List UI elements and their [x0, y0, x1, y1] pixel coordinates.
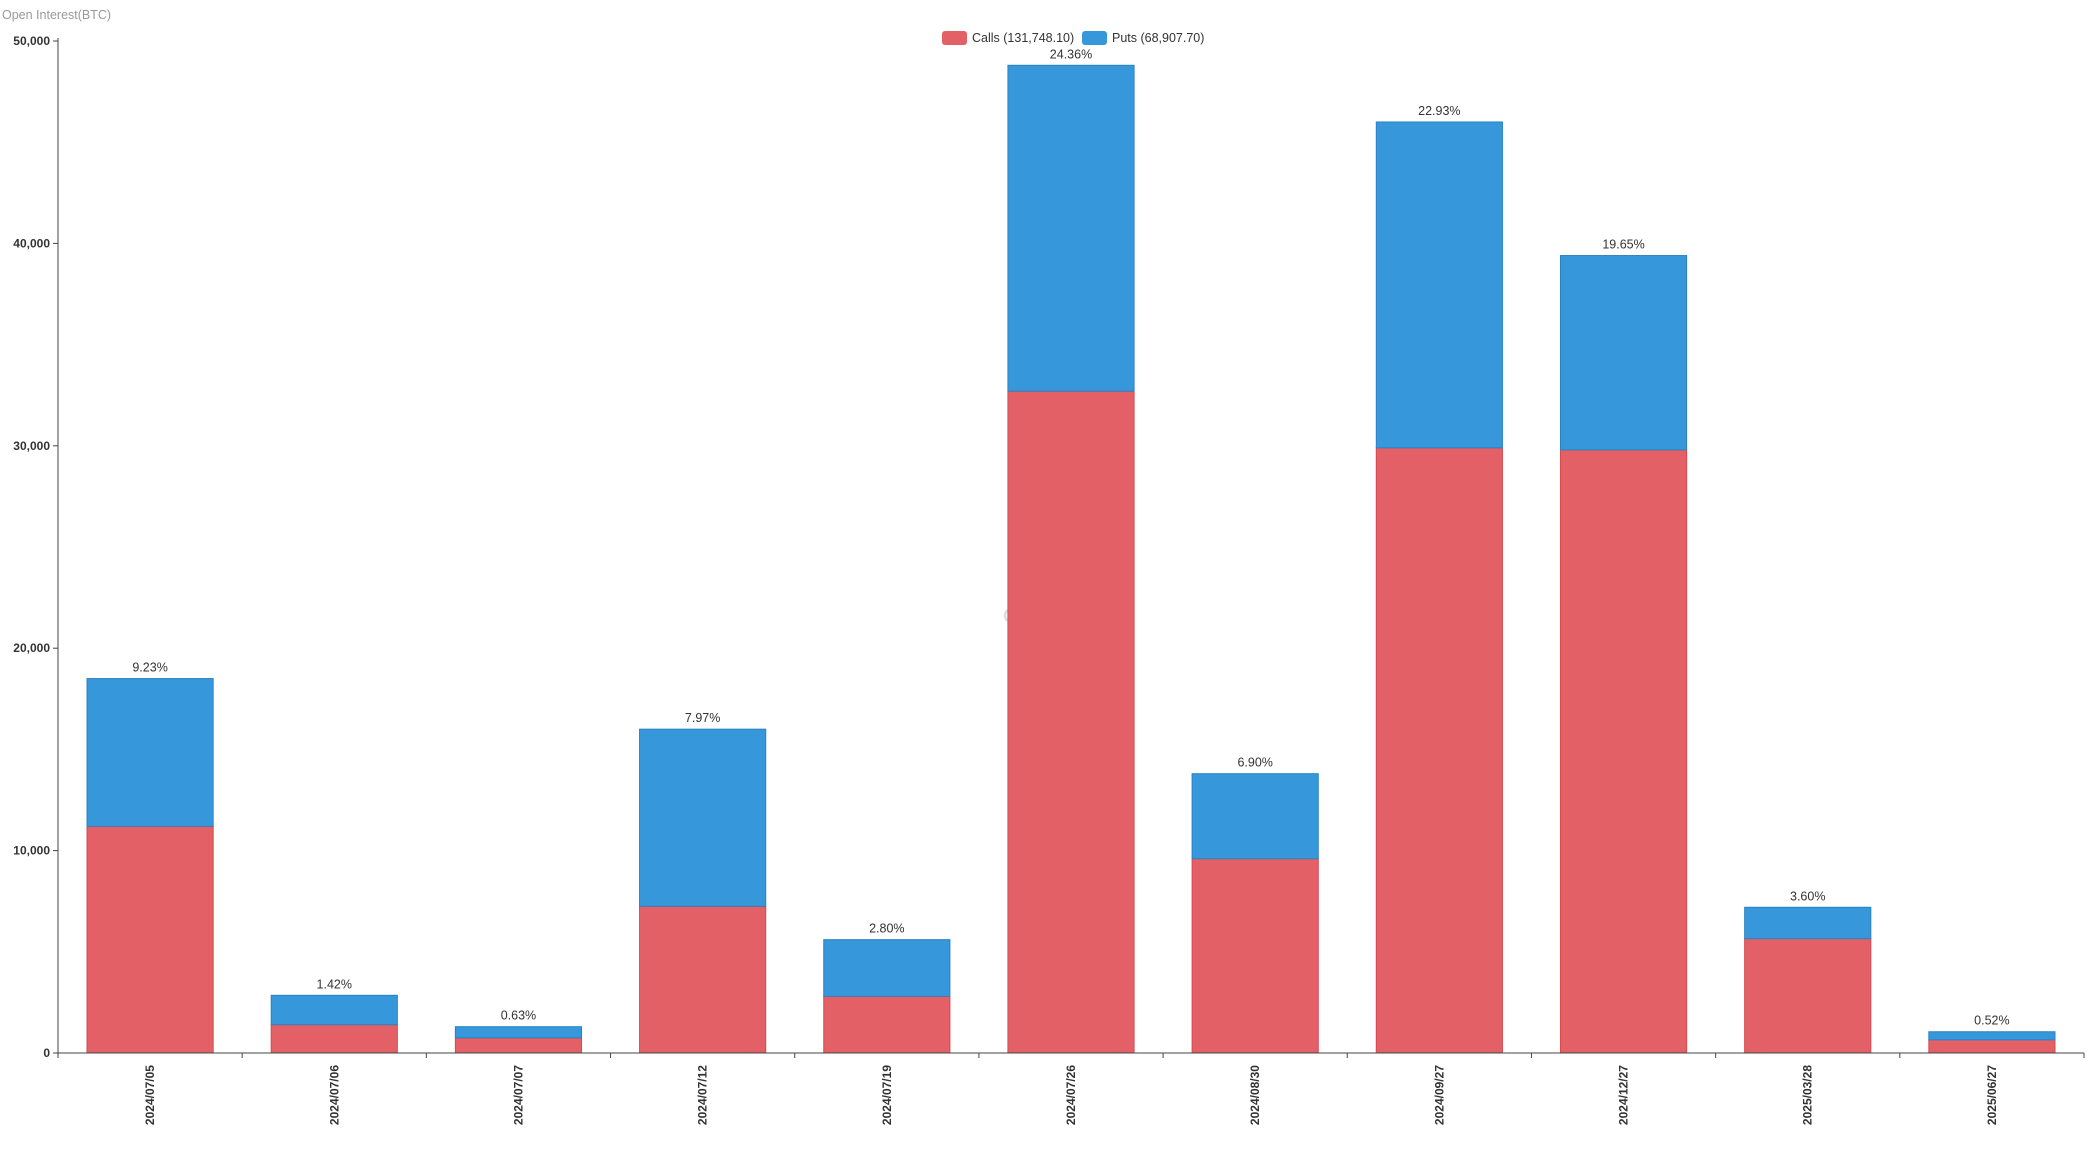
axes: 0 10,000 20,000 30,000 40,000 50,000 Open Inte… — [2, 8, 2085, 1125]
data-label: 24.36% — [1050, 47, 1092, 61]
calls-bar[interactable] — [86, 825, 214, 1054]
y-axis-title: Open Interest(BTC) — [2, 8, 111, 22]
legend-label: Calls (131,748.10) — [972, 31, 1074, 45]
puts-bar[interactable] — [1559, 255, 1688, 451]
y-tick-label: 0 — [43, 1046, 50, 1060]
legend-item-calls[interactable]: Calls (131,748.10) — [942, 31, 1074, 45]
legend-item-puts[interactable]: Puts (68,907.70) — [1082, 31, 1204, 45]
x-tick-label: 2024/07/26 — [1064, 1065, 1078, 1125]
x-tick-label: 2024/12/27 — [1617, 1065, 1631, 1125]
data-label: 1.42% — [317, 977, 352, 991]
data-label: 3.60% — [1790, 889, 1825, 903]
y-tick-label: 40,000 — [13, 236, 50, 250]
data-label: 2.80% — [869, 922, 904, 936]
x-tick-label: 2024/07/19 — [880, 1065, 894, 1125]
x-tick-label: 2025/03/28 — [1801, 1065, 1815, 1125]
calls-bar[interactable] — [1928, 1039, 2056, 1054]
x-tick-label: 2024/07/07 — [511, 1065, 525, 1125]
legend-swatch — [942, 31, 967, 45]
puts-bar[interactable] — [1928, 1031, 2056, 1041]
data-label: 6.90% — [1237, 756, 1272, 770]
y-tick-label: 20,000 — [13, 641, 50, 655]
data-label: 22.93% — [1418, 104, 1460, 118]
y-tick-label: 10,000 — [13, 844, 50, 858]
calls-bar[interactable] — [1007, 390, 1135, 1054]
puts-bar[interactable] — [1007, 64, 1135, 392]
data-label: 19.65% — [1602, 238, 1644, 252]
calls-bar[interactable] — [270, 1024, 398, 1054]
data-label: 7.97% — [685, 711, 720, 725]
y-tick-label: 30,000 — [13, 439, 50, 453]
x-tick-label: 2025/06/27 — [1985, 1065, 1999, 1125]
puts-bar[interactable] — [86, 678, 214, 827]
legend-swatch — [1082, 31, 1107, 45]
puts-bar[interactable] — [270, 994, 398, 1026]
puts-bar[interactable] — [823, 939, 951, 997]
puts-bar[interactable] — [1744, 906, 1872, 940]
data-label: 0.63% — [501, 1009, 536, 1023]
data-label: 9.23% — [132, 661, 167, 675]
calls-bar[interactable] — [639, 905, 767, 1054]
calls-bar[interactable] — [454, 1037, 583, 1054]
puts-bar[interactable] — [1191, 773, 1319, 860]
calls-bar[interactable] — [1744, 938, 1872, 1054]
legend-label: Puts (68,907.70) — [1112, 31, 1204, 45]
puts-bar[interactable] — [454, 1026, 583, 1039]
y-tick-label: 50,000 — [13, 34, 50, 48]
x-tick-label: 2024/09/27 — [1432, 1065, 1446, 1125]
x-tick-label: 2024/07/06 — [327, 1065, 341, 1125]
data-labels: 9.23% 1.42% 0.63% 7.97% 2.80% 24.36% 6.90% 22.9… — [132, 47, 2009, 1027]
puts-bar[interactable] — [1375, 121, 1503, 449]
data-label: 0.52% — [1974, 1014, 2009, 1028]
x-tick-label: 2024/08/30 — [1248, 1065, 1262, 1125]
calls-bar[interactable] — [1191, 858, 1319, 1054]
puts-bar[interactable] — [639, 728, 767, 907]
bars — [86, 64, 2056, 1054]
calls-bar[interactable] — [1375, 447, 1503, 1054]
legend[interactable]: Calls (131,748.10) Puts (68,907.70) — [942, 31, 1204, 45]
calls-bar[interactable] — [1559, 449, 1688, 1054]
x-tick-label: 2024/07/05 — [143, 1065, 157, 1125]
calls-bar[interactable] — [823, 995, 951, 1054]
x-tick-label: 2024/07/12 — [696, 1065, 710, 1125]
